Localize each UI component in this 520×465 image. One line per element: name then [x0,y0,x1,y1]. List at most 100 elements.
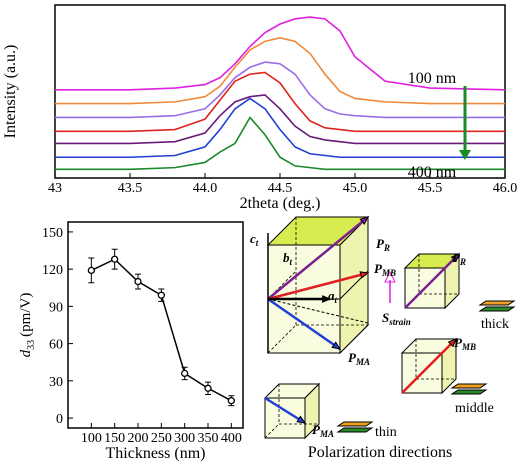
arrow-head [459,150,471,160]
x-tick-label: 350 [198,431,219,446]
data-point [181,369,189,378]
film [336,421,374,427]
l: R [383,243,390,253]
x-tick-label: 45.0 [343,181,368,196]
substrate [336,427,374,433]
plot-frame [67,221,244,429]
y-tick-label: 120 [42,263,63,278]
x-tick-label: 43.5 [118,181,143,196]
label-bt: bt [283,250,293,267]
l: MA [319,429,334,439]
x-tick-label: 45.5 [418,181,443,196]
x-tick-label: 200 [128,431,149,446]
polarization-arrow [267,271,369,301]
y-axis-label-part: (pm/V) [18,293,34,337]
l: S [382,310,389,325]
thick-label: thick [481,317,509,332]
cube-edge [264,423,280,439]
cube-edge [267,324,297,354]
intensity-line [55,97,505,159]
polarization-arrow [267,216,369,300]
label-sstrain: Sstrain [382,310,411,327]
x-tick-label: 100 [81,431,102,446]
x-tick-label: 44.5 [268,181,293,196]
y-tick-label: 90 [49,300,63,315]
l: P [312,422,321,437]
d33-line [91,258,232,402]
l: P [452,250,461,265]
y-tick-label: 0 [56,412,63,427]
arrow-head [322,295,332,303]
cube-side [304,382,320,440]
substrate [478,306,516,312]
l: P [348,350,357,365]
x-tick-label: 43 [48,181,62,196]
thin-label: thin [375,425,397,440]
l: strain [388,317,411,327]
l: P [454,335,463,350]
annotation: 100 nm [408,70,457,87]
y-tick-label: 150 [42,226,63,241]
l: b [283,250,290,265]
strain-line [267,298,369,324]
caption: Polarization directions [308,444,452,461]
plot-frame [54,4,506,179]
data-point [204,384,212,392]
l: a [328,288,335,303]
l: c [250,231,256,246]
arrow-head [450,253,460,263]
y-axis-label-part: d [18,349,34,357]
intensity-line [55,116,505,171]
l: MB [381,268,396,278]
arrow-head [331,341,342,350]
label-pr2: PR [452,250,466,267]
y-axis-label-part: 33 [26,340,37,350]
arrow-head [359,271,370,279]
label-pma2: PMA [312,422,334,439]
l: t [290,257,293,267]
label-pr: PR [376,236,390,253]
film [478,300,516,306]
label-pmb2: PMB [454,335,476,352]
y-tick-label: 60 [49,338,63,353]
x-tick-label: 46.0 [493,181,518,196]
polarization-arrow [267,297,341,351]
x-tick-label: 250 [151,431,172,446]
intensity-line [55,61,505,119]
data-point [111,255,119,263]
label-pma: PMA [348,350,370,367]
l: P [374,261,383,276]
data-point [134,277,142,286]
y-axis-label: d33 (pm/V) [18,293,37,358]
x-tick-label: 300 [174,431,195,446]
l: MA [355,357,370,367]
label-pmb: PMB [374,261,396,278]
intensity-line [55,16,506,91]
x-tick-label: 44.0 [193,181,218,196]
label-ct: ct [250,231,259,248]
y-tick-label: 30 [49,375,63,390]
annotation: 400 nm [408,164,457,181]
intensity-line [55,94,505,145]
substrate [450,389,488,395]
l: t [335,295,338,305]
middle-label: middle [455,401,494,416]
data-point [227,397,235,405]
polarization-arrow [404,253,460,309]
x-axis-label: 2theta (deg.) [240,195,321,212]
l: t [256,238,259,248]
polarization-arrow [401,338,457,394]
x-tick-label: 400 [221,431,242,446]
film [450,383,488,389]
data-point [157,291,165,299]
x-tick-label: 150 [104,431,125,446]
label-at: at [328,288,338,305]
l: P [376,236,385,251]
diagram [263,215,516,440]
arrow-head [447,338,457,348]
diagram-labels: PR PMB ct bt at Sstrain PMA PR PMB PMA t… [250,231,509,461]
l: R [459,257,466,267]
arrow-head [296,415,307,424]
intensity-line [55,37,505,105]
